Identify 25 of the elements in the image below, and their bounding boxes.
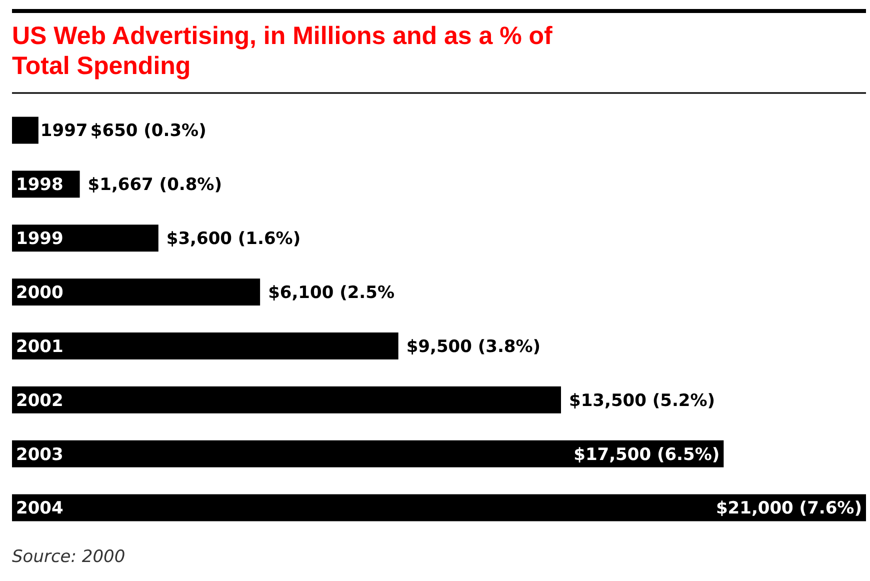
y-tick-label: 1998 (16, 175, 64, 196)
chart-title: US Web Advertising, in Millions and as a % of Total Spending (12, 22, 554, 80)
data-label: $1,667 (0.8%) (88, 175, 222, 196)
bar (12, 386, 561, 414)
y-tick-label: 1999 (16, 229, 64, 250)
bar (12, 224, 158, 252)
bar (12, 116, 38, 144)
y-tick-label: 1997 (40, 121, 88, 142)
bar (12, 440, 724, 468)
bar (12, 494, 866, 522)
source-note: Source: 2000 (12, 547, 126, 567)
data-label: $13,500 (5.2%) (569, 390, 716, 411)
bar (12, 278, 260, 306)
y-tick-label: 2003 (16, 444, 64, 465)
data-label: $9,500 (3.8%) (406, 336, 541, 357)
data-label: $21,000 (7.6%) (716, 498, 862, 519)
data-label: $17,500 (6.5%) (574, 444, 720, 465)
y-tick-label: 2001 (16, 336, 64, 357)
data-label: $3,600 (1.6%) (166, 229, 301, 250)
bar (12, 332, 398, 360)
data-label: $6,100 (2.5% (268, 282, 395, 303)
y-tick-label: 2004 (16, 498, 64, 519)
data-label: $650 (0.3%) (90, 121, 206, 142)
y-tick-label: 2000 (16, 282, 64, 303)
y-tick-label: 2002 (16, 390, 64, 411)
